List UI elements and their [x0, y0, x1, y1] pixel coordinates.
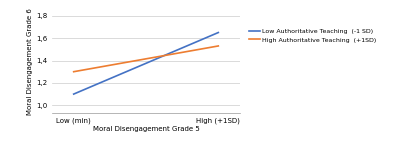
- X-axis label: Moral Disengagement Grade 5: Moral Disengagement Grade 5: [93, 126, 199, 132]
- Y-axis label: Moral Disengagement Grade 6: Moral Disengagement Grade 6: [27, 8, 33, 115]
- Legend: Low Authoritative Teaching  (-1 SD), High Authoritative Teaching  (+1SD): Low Authoritative Teaching (-1 SD), High…: [249, 29, 376, 43]
